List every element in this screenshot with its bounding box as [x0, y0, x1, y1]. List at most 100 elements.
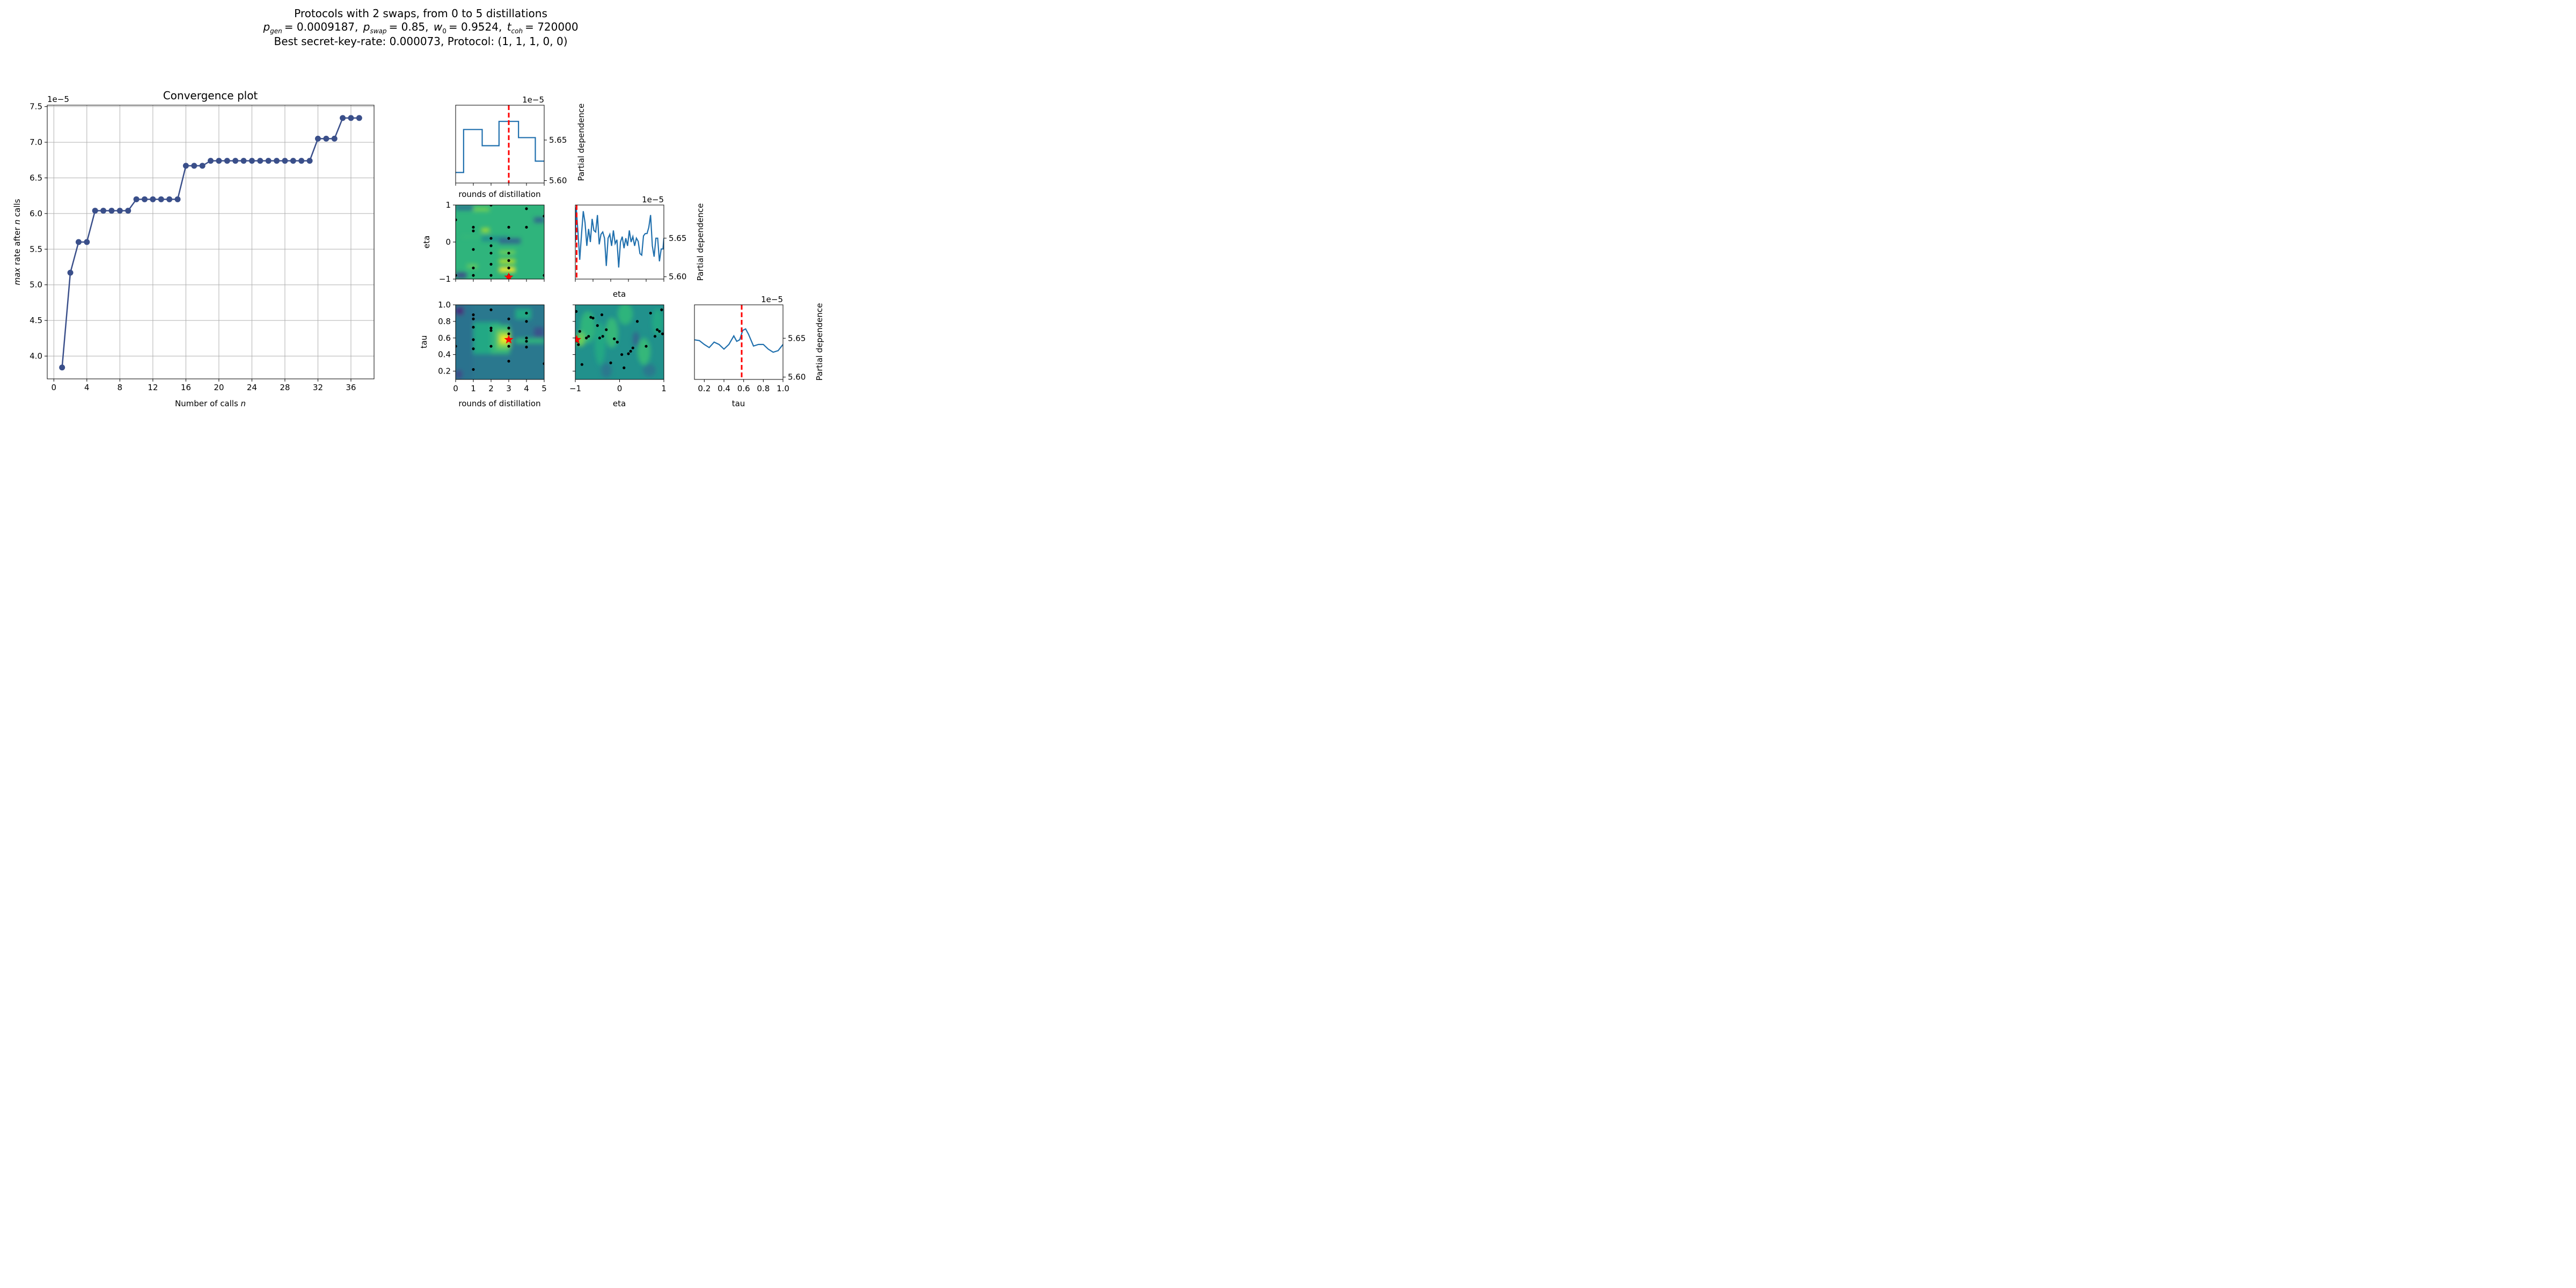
- sample-point: [489, 252, 493, 255]
- convergence-point: [248, 158, 255, 164]
- y-tick-label: 4.5: [30, 316, 42, 325]
- convergence-point: [141, 196, 148, 202]
- sample-point: [472, 274, 475, 277]
- x-tick-label: 32: [313, 383, 323, 392]
- pd-rounds-ticks: 5.60 5.65: [455, 135, 567, 186]
- x-tick-label: 8: [118, 383, 123, 392]
- sample-point: [616, 340, 619, 344]
- sample-point: [543, 215, 544, 218]
- x-tick-label: 5: [541, 384, 547, 393]
- y-tick-label: 0.4: [438, 350, 451, 360]
- sample-point: [507, 252, 510, 255]
- sample-point: [507, 360, 510, 363]
- convergence-point: [92, 208, 98, 214]
- sample-point: [598, 336, 601, 340]
- convergence-line: [61, 117, 360, 368]
- best-sample-star: [504, 334, 514, 344]
- sample-point: [507, 326, 510, 330]
- sample-point: [580, 363, 583, 366]
- convergence-point: [306, 158, 313, 164]
- convergence-point: [314, 135, 321, 142]
- x-tick-label: 12: [148, 383, 158, 392]
- x-tick-label: 0.4: [718, 384, 730, 393]
- x-tick-label: 1: [661, 384, 667, 393]
- convergence-offset-text: 1e−5: [47, 94, 69, 104]
- sample-point: [525, 340, 528, 343]
- sample-point: [507, 237, 510, 240]
- y-tick-label: 6.0: [30, 209, 42, 218]
- y-tick-label: 1.0: [438, 300, 451, 310]
- sample-point: [472, 248, 475, 251]
- sample-point: [472, 326, 475, 329]
- convergence-point: [356, 115, 362, 121]
- sample-point: [543, 362, 544, 365]
- sample-point: [613, 337, 616, 340]
- heatmap-eta-tau-ticks: −1 0 1: [569, 304, 667, 393]
- sample-point: [575, 310, 578, 313]
- sample-point: [507, 332, 510, 335]
- heatmap-rounds-tau-ticks: 0.2 0.4 0.6 0.8 1.0 0 1 2 3 4 5: [438, 300, 547, 393]
- sample-point: [472, 347, 475, 350]
- sample-point: [649, 311, 652, 315]
- y-tick-label: 0.2: [438, 367, 451, 376]
- y-tick-label: 7.5: [30, 102, 42, 112]
- convergence-point: [208, 158, 214, 164]
- convergence-ylabel: max rate after n calls: [12, 199, 22, 285]
- x-tick-label: 0: [617, 384, 623, 393]
- sample-point: [507, 259, 510, 262]
- heatmap-rounds-tau-frame: [455, 304, 545, 380]
- heatmap-eta-tau: −1 0 1 eta: [569, 304, 667, 408]
- pd-eta-ticks: 5.60 5.65: [575, 233, 686, 282]
- convergence-point: [216, 158, 222, 164]
- tcoh-symbol: t: [507, 20, 512, 33]
- convergence-point: [116, 208, 123, 214]
- heatmap-rounds-eta-ylabel: eta: [422, 236, 431, 248]
- sample-point: [489, 329, 493, 332]
- x-tick-label: 28: [280, 383, 290, 392]
- x-tick-label: 0: [52, 383, 57, 392]
- y-tick-label: 5.65: [549, 135, 567, 145]
- sample-point: [456, 274, 457, 277]
- best-sample-star: [504, 272, 514, 279]
- pd-rounds-frame: [455, 105, 545, 184]
- pd-eta-ylabel: Partial dependence: [696, 203, 705, 281]
- sample-point: [578, 330, 581, 333]
- y-tick-label: 0: [445, 237, 451, 247]
- sample-point: [507, 225, 510, 229]
- sample-point: [472, 225, 475, 229]
- convergence-point: [265, 158, 272, 164]
- w0-value: = 0.9524,: [449, 20, 502, 33]
- sample-point: [489, 205, 493, 207]
- heatmap-rounds-eta-frame: [455, 204, 545, 280]
- p-swap-value: = 0.85,: [389, 20, 429, 33]
- pd-rounds-xlabel: rounds of distillation: [458, 189, 540, 199]
- y-tick-label: 0.6: [438, 333, 451, 343]
- convergence-point: [150, 196, 156, 202]
- best-sample-star: [575, 334, 581, 344]
- y-tick-label: 0.8: [438, 317, 451, 326]
- sample-point: [660, 308, 663, 311]
- x-tick-label: 36: [346, 383, 356, 392]
- sample-point: [645, 345, 648, 348]
- heatmap-rounds-tau-ylabel: tau: [419, 335, 429, 349]
- sample-point: [635, 320, 639, 323]
- heatmap-eta-tau-samples: [575, 308, 664, 369]
- convergence-point: [158, 196, 164, 202]
- y-tick-label: 5.65: [669, 233, 686, 243]
- convergence-point: [182, 163, 189, 169]
- x-tick-label: 0.8: [757, 384, 770, 393]
- figure-title-line3: Best secret-key-rate: 0.000073, Protocol…: [274, 35, 567, 48]
- y-tick-label: 5.0: [30, 280, 42, 290]
- sample-point: [627, 352, 630, 355]
- convergence-point: [133, 196, 140, 202]
- sample-point: [525, 346, 528, 349]
- x-tick-label: 16: [181, 383, 191, 392]
- convergence-point: [257, 158, 264, 164]
- x-tick-label: 4: [84, 383, 90, 392]
- figure-canvas: Protocols with 2 swaps, from 0 to 5 dist…: [12, 7, 824, 408]
- partial-dependence-line: [575, 207, 664, 268]
- convergence-point: [232, 158, 239, 164]
- convergence-point: [348, 115, 354, 121]
- sample-point: [653, 335, 657, 338]
- sample-point: [507, 345, 510, 348]
